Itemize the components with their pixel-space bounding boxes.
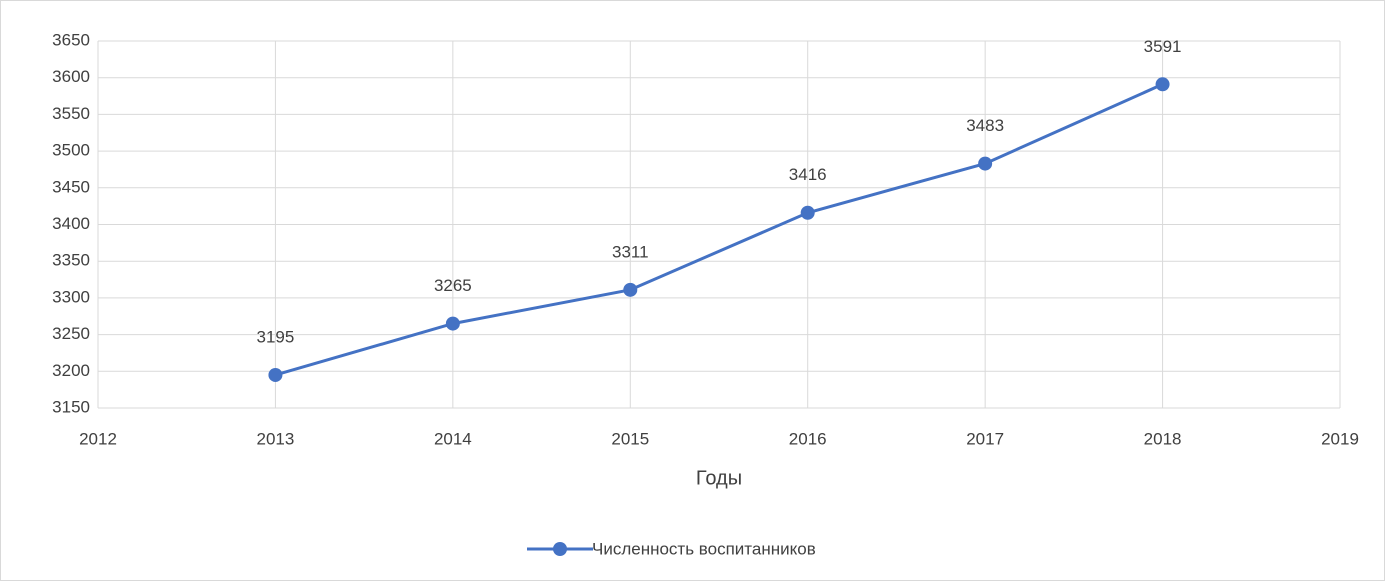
data-label: 3265 [434, 276, 472, 295]
y-tick-label: 3250 [52, 324, 90, 343]
y-tick-label: 3350 [52, 251, 90, 270]
legend-label: Численность воспитанников [592, 539, 816, 558]
y-tick-label: 3450 [52, 177, 90, 196]
y-tick-label: 3500 [52, 141, 90, 160]
data-point [445, 316, 460, 331]
y-tick-label: 3600 [52, 67, 90, 86]
x-tick-label: 2018 [1144, 429, 1182, 448]
y-tick-label: 3550 [52, 104, 90, 123]
x-axis-title: Годы [696, 467, 742, 489]
data-label: 3416 [789, 165, 827, 184]
data-point [1155, 77, 1170, 92]
data-point [623, 282, 638, 297]
x-tick-label: 2013 [257, 429, 295, 448]
x-tick-label: 2014 [434, 429, 472, 448]
y-tick-label: 3150 [52, 397, 90, 416]
data-point [268, 367, 283, 382]
data-point [800, 205, 815, 220]
data-point [978, 156, 993, 171]
y-tick-label: 3400 [52, 214, 90, 233]
data-label: 3311 [612, 242, 649, 261]
y-tick-label: 3300 [52, 287, 90, 306]
series-line [275, 82, 1164, 377]
x-tick-label: 2012 [79, 429, 117, 448]
y-tick-label: 3200 [52, 361, 90, 380]
x-tick-label: 2019 [1321, 429, 1359, 448]
y-tick-label: 3650 [52, 30, 90, 49]
data-label: 3591 [1144, 37, 1182, 56]
x-tick-label: 2017 [966, 429, 1004, 448]
data-label: 3483 [966, 116, 1004, 135]
x-tick-label: 2015 [611, 429, 649, 448]
legend-marker [553, 542, 567, 556]
x-tick-label: 2016 [789, 429, 827, 448]
data-label: 3195 [257, 327, 295, 346]
